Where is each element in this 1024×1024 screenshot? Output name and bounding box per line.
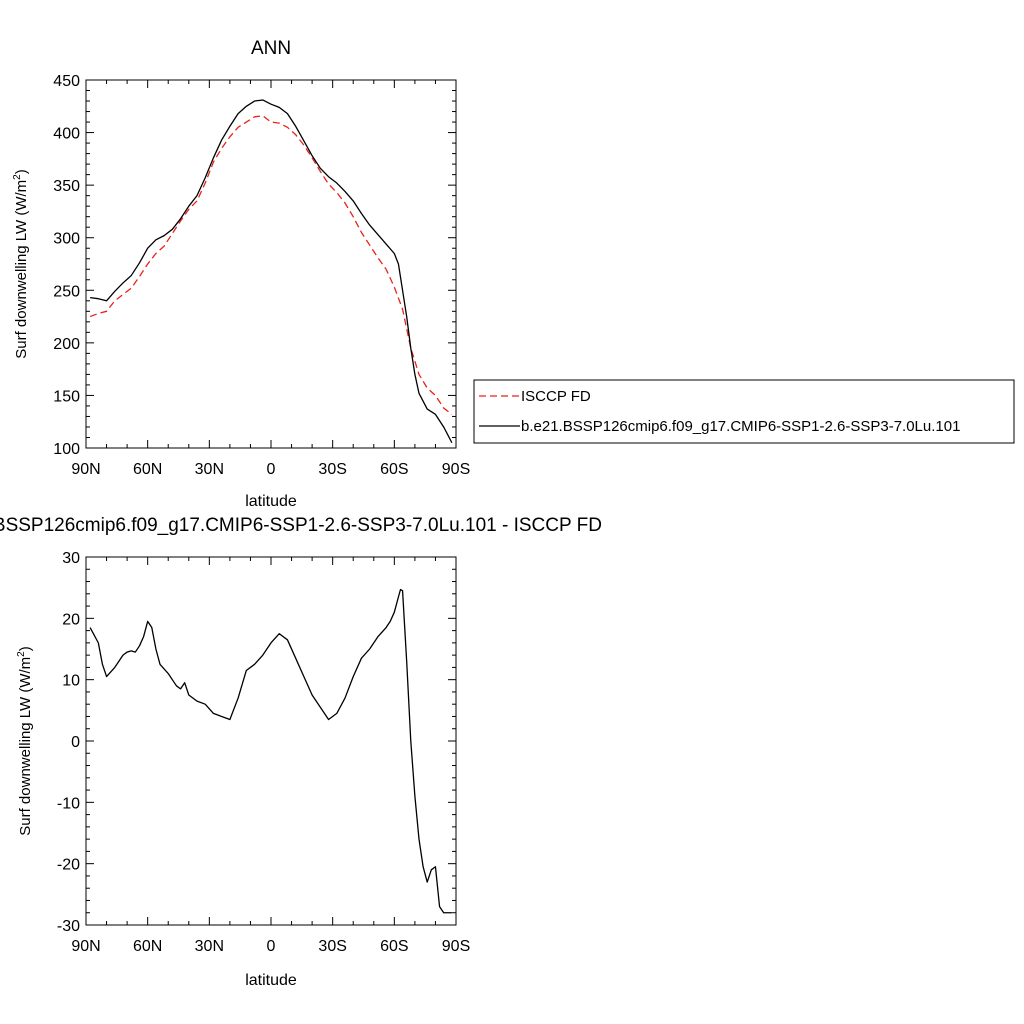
bottom-y-tick-label: -30 bbox=[57, 918, 80, 935]
legend-box bbox=[473, 379, 1015, 444]
top-chart-title: ANN bbox=[251, 38, 291, 59]
bottom-y-axis-label: Surf downwelling LW (W/m2) bbox=[16, 646, 34, 836]
bottom-x-tick-label: 30S bbox=[318, 938, 346, 955]
bottom-y-tick-label: -20 bbox=[57, 857, 80, 874]
bottom-x-tick-label: 90S bbox=[442, 938, 470, 955]
bottom-y-tick-label: 30 bbox=[62, 550, 80, 567]
bottom-series-group bbox=[89, 588, 452, 914]
top-series-line-1 bbox=[90, 99, 453, 444]
bottom-x-axis-label: latitude bbox=[245, 972, 297, 989]
top-y-tick-label: 450 bbox=[53, 73, 80, 90]
legend-label-model: b.e21.BSSP126cmip6.f09_g17.CMIP6-SSP1-2.… bbox=[521, 418, 960, 435]
top-x-tick-label: 30N bbox=[195, 461, 224, 478]
bottom-panel: b.e21.BSSP126cmip6.f09_g17.CMIP6-SSP1-2.… bbox=[0, 515, 602, 989]
bottom-x-tick-label: 60S bbox=[380, 938, 408, 955]
top-y-tick-label: 300 bbox=[53, 231, 80, 248]
top-x-tick-label: 60S bbox=[380, 461, 408, 478]
legend: ISCCP FD b.e21.BSSP126cmip6.f09_g17.CMIP… bbox=[473, 379, 1015, 444]
bottom-y-tick-label: 0 bbox=[71, 734, 80, 751]
bottom-x-tick-label: 0 bbox=[267, 938, 276, 955]
top-y-tick-label: 400 bbox=[53, 126, 80, 143]
bottom-x-tick-label: 90N bbox=[71, 938, 100, 955]
top-x-tick-label: 90N bbox=[71, 461, 100, 478]
top-y-tick-label: 350 bbox=[53, 178, 80, 195]
top-axis-ticks: 90N 60N 30N 0 30S 60S 90S 100 150 200 250 300 350 400… bbox=[53, 73, 470, 478]
bottom-axis-ticks: 90N 60N 30N 0 30S 60S 90S -30 -20 -10 0 10 20 30 bbox=[57, 550, 470, 955]
top-y-tick-label: 200 bbox=[53, 336, 80, 353]
bottom-plot-frame bbox=[85, 556, 457, 926]
top-x-axis-label: latitude bbox=[245, 493, 297, 510]
top-series-line-0 bbox=[89, 115, 453, 415]
bottom-y-tick-label: 20 bbox=[62, 611, 80, 628]
top-y-tick-label: 100 bbox=[53, 441, 80, 458]
top-x-tick-label: 0 bbox=[267, 461, 276, 478]
top-y-tick-label: 250 bbox=[53, 283, 80, 300]
legend-label-isccp: ISCCP FD bbox=[521, 388, 591, 405]
bottom-series-line-0 bbox=[89, 588, 452, 914]
top-x-tick-label: 90S bbox=[442, 461, 470, 478]
top-x-tick-label: 60N bbox=[133, 461, 162, 478]
bottom-x-tick-label: 60N bbox=[133, 938, 162, 955]
top-y-axis-label: Surf downwelling LW (W/m2) bbox=[12, 169, 30, 359]
top-plot-frame bbox=[85, 79, 457, 449]
top-series-group bbox=[89, 99, 453, 444]
top-panel: ANN 90N 60N 30N 0 30S 60S 90S 100 150 200 250 300 35… bbox=[12, 38, 470, 510]
bottom-y-tick-label: 10 bbox=[62, 673, 80, 690]
top-x-tick-label: 30S bbox=[318, 461, 346, 478]
bottom-y-tick-label: -10 bbox=[57, 795, 80, 812]
bottom-x-tick-label: 30N bbox=[195, 938, 224, 955]
top-y-tick-label: 150 bbox=[53, 388, 80, 405]
bottom-chart-title: b.e21.BSSP126cmip6.f09_g17.CMIP6-SSP1-2.… bbox=[0, 515, 602, 536]
